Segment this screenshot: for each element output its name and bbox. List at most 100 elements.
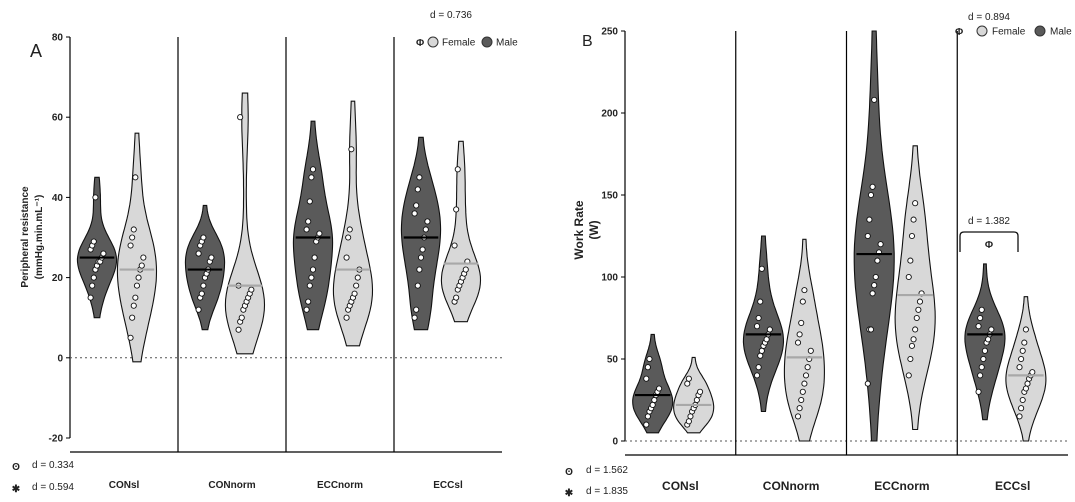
- data-point: [87, 294, 94, 301]
- male-violin: [400, 136, 442, 331]
- data-point: [89, 282, 96, 289]
- data-point: [796, 331, 803, 338]
- data-point: [978, 364, 985, 371]
- data-point: [1016, 364, 1023, 371]
- female-violin: [894, 145, 936, 431]
- data-point: [1016, 413, 1023, 420]
- data-point: [419, 246, 426, 253]
- data-point: [910, 336, 917, 343]
- data-point: [1021, 339, 1028, 346]
- data-point: [757, 352, 764, 359]
- data-point: [687, 413, 694, 420]
- data-point: [872, 273, 879, 281]
- male-violin: [853, 30, 895, 442]
- data-point: [132, 174, 139, 181]
- data-point: [306, 198, 313, 205]
- data-point: [697, 388, 704, 395]
- y-axis-title: Peripheral resistance: [20, 186, 31, 288]
- data-point: [129, 234, 136, 241]
- data-point: [1029, 369, 1036, 376]
- data-point: [798, 319, 805, 326]
- data-point: [1019, 347, 1026, 354]
- data-point: [753, 323, 761, 330]
- data-point: [1022, 326, 1029, 333]
- data-point: [1019, 396, 1026, 404]
- x-category-label: CONsl: [662, 479, 699, 493]
- data-point: [413, 306, 420, 313]
- data-point: [915, 306, 922, 313]
- x-category-label: CONnorm: [763, 479, 820, 493]
- data-point: [916, 298, 924, 305]
- data-point: [755, 314, 762, 322]
- data-point: [453, 206, 460, 213]
- panel-label: A: [30, 41, 42, 61]
- y-tick-label: -20: [49, 434, 64, 445]
- female-violin: [440, 140, 482, 323]
- data-point: [643, 375, 650, 382]
- male-legend-swatch: [1034, 25, 1046, 37]
- data-point: [417, 254, 425, 261]
- data-point: [646, 355, 653, 363]
- data-point: [975, 388, 982, 395]
- data-point: [354, 274, 361, 281]
- data-point: [755, 364, 762, 371]
- data-point: [905, 372, 912, 379]
- data-point: [306, 282, 313, 289]
- data-point: [910, 216, 917, 223]
- data-point: [237, 114, 244, 121]
- data-point: [684, 380, 691, 387]
- data-point: [693, 396, 700, 404]
- data-point: [757, 298, 764, 305]
- data-point: [864, 232, 871, 240]
- legend-effect-size: d = 0.736: [430, 10, 472, 21]
- data-point: [127, 334, 134, 341]
- data-point: [980, 355, 987, 363]
- female-violin: [783, 238, 825, 442]
- data-point: [451, 242, 458, 249]
- panel-label: B: [582, 33, 593, 50]
- data-point: [309, 266, 317, 273]
- data-point: [864, 380, 871, 387]
- data-point: [411, 314, 418, 321]
- y-axis-units: (mmHg.min.mL⁻¹): [34, 195, 45, 280]
- data-point: [801, 287, 808, 294]
- data-point: [977, 372, 984, 379]
- y-tick-label: 100: [601, 273, 618, 284]
- data-point: [866, 216, 873, 223]
- data-point: [869, 290, 876, 297]
- data-point: [348, 146, 355, 153]
- data-point: [988, 326, 995, 333]
- data-point: [912, 326, 919, 333]
- data-point: [643, 421, 650, 428]
- data-point: [129, 314, 136, 321]
- data-point: [411, 210, 418, 217]
- data-point: [753, 372, 761, 379]
- data-point: [807, 347, 814, 354]
- data-point: [414, 186, 421, 193]
- x-category-label: ECCnorm: [317, 480, 363, 491]
- data-point: [416, 266, 423, 273]
- data-point: [796, 405, 803, 412]
- data-point: [248, 286, 255, 293]
- data-point: [200, 282, 207, 289]
- y-tick-label: 60: [52, 113, 64, 124]
- data-point: [907, 257, 914, 264]
- data-point: [198, 290, 205, 297]
- data-point: [798, 396, 805, 404]
- data-point: [345, 234, 352, 241]
- data-point: [1018, 355, 1025, 363]
- x-category-label: ECCsl: [995, 479, 1030, 493]
- y-axis-title: Work Rate: [572, 200, 586, 259]
- data-point: [414, 282, 421, 289]
- data-point: [208, 254, 215, 261]
- data-point: [454, 166, 461, 173]
- data-point: [644, 413, 651, 420]
- data-point: [416, 174, 423, 181]
- y-tick-label: 50: [607, 355, 619, 366]
- data-point: [453, 294, 460, 301]
- data-point: [195, 250, 202, 257]
- data-point: [763, 336, 770, 343]
- data-point: [874, 257, 881, 264]
- data-point: [799, 388, 806, 395]
